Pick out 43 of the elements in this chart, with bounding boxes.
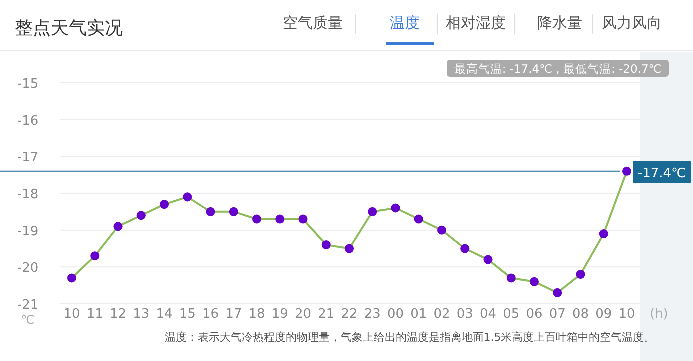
y-tick-label: -20 xyxy=(17,261,39,276)
y-tick-label: -16 xyxy=(17,114,39,129)
x-tick-label: 06 xyxy=(526,307,543,322)
text: 温度：表示大气冷热程度的物理量，气象上给出的温度是指离地面1.5米高度上百叶箱中的空气温度。 xyxy=(164,331,656,344)
x-tick-label: 00 xyxy=(387,307,404,322)
x-tick-label: 01 xyxy=(410,307,428,322)
text: 最高气温: -17.4℃ , 最低气温: -20.7℃ xyxy=(454,62,662,76)
x-tick-label: 12 xyxy=(110,307,127,322)
chart-title: 整点天气实况 xyxy=(15,18,123,39)
x-tick-label: 15 xyxy=(179,307,196,322)
ref-line-label: -17.4℃ xyxy=(638,166,686,182)
y-tick-label: -18 xyxy=(17,188,39,202)
y-axis-title: ℃ xyxy=(21,313,35,327)
x-tick-label: 17 xyxy=(226,307,242,322)
text: 空气质量 xyxy=(283,14,343,32)
text: 温度 xyxy=(390,14,420,32)
y-tick-label: -17 xyxy=(17,150,39,166)
y-tick-label: -15 xyxy=(17,77,39,92)
x-tick-label: 08 xyxy=(572,307,590,322)
text: 风力风向 xyxy=(602,14,662,32)
x-tick-label: 14 xyxy=(156,307,173,322)
x-tick-label: 02 xyxy=(434,307,450,322)
x-tick-label: 16 xyxy=(202,307,220,322)
x-tick-label: 07 xyxy=(549,307,566,322)
x-tick-label: 21 xyxy=(318,307,335,322)
x-tick-label: 20 xyxy=(294,307,312,322)
text: 降水量 xyxy=(538,14,582,32)
x-tick-label: 04 xyxy=(480,307,497,322)
x-tick-label: 10 xyxy=(618,307,636,322)
x-tick-label: 19 xyxy=(272,307,288,322)
y-tick-label: -19 xyxy=(17,224,39,240)
x-tick-label: 05 xyxy=(503,307,520,322)
x-tick-label: 11 xyxy=(86,307,104,322)
x-tick-label: 18 xyxy=(248,307,266,322)
x-axis-title: (h) xyxy=(650,307,668,322)
x-tick-label: 22 xyxy=(341,307,358,322)
y-tick-label: -21 xyxy=(17,298,39,313)
text: 相对湿度 xyxy=(446,14,506,32)
x-tick-label: 09 xyxy=(596,307,612,322)
x-tick-label: 03 xyxy=(456,307,474,322)
x-tick-label: 13 xyxy=(133,307,150,322)
x-tick-label: 10 xyxy=(64,307,80,322)
x-tick-label: 23 xyxy=(364,307,381,322)
